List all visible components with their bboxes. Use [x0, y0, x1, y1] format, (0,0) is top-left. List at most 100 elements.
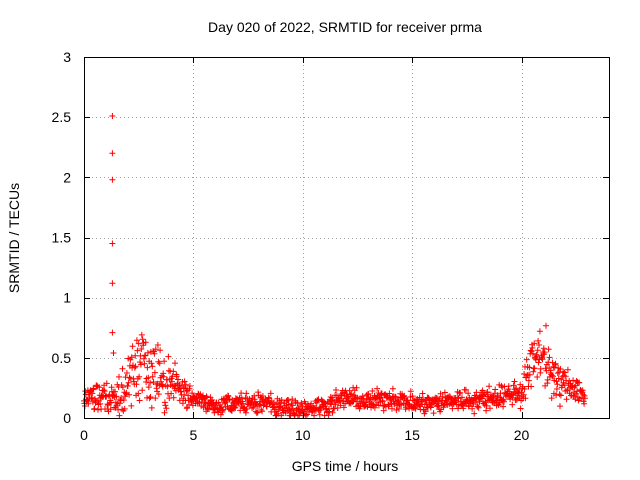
data-point — [137, 361, 144, 368]
data-point — [152, 346, 159, 353]
data-point — [555, 375, 562, 382]
data-point — [128, 402, 135, 409]
data-point — [217, 411, 224, 418]
data-point — [459, 394, 465, 401]
data-point — [175, 376, 182, 383]
data-point — [370, 402, 377, 408]
data-point — [422, 408, 429, 415]
data-point — [124, 383, 131, 389]
data-point — [552, 360, 559, 367]
data-point — [316, 411, 323, 418]
data-point — [139, 387, 146, 394]
data-point — [109, 329, 116, 336]
data-point — [545, 346, 552, 353]
data-point — [523, 356, 530, 363]
data-point — [131, 364, 138, 371]
data-point — [337, 402, 344, 409]
data-point — [161, 358, 168, 365]
data-point — [278, 397, 285, 403]
data-point — [139, 336, 146, 343]
data-point — [543, 322, 549, 329]
data-point — [474, 403, 481, 410]
data-point — [460, 405, 467, 412]
data-point — [386, 390, 393, 397]
data-point — [570, 377, 577, 384]
data-point — [479, 395, 486, 402]
data-point — [541, 349, 548, 356]
data-point — [289, 396, 296, 403]
data-point — [380, 407, 387, 414]
data-point — [138, 346, 145, 352]
data-point — [176, 397, 183, 404]
data-point — [434, 402, 441, 409]
data-point — [170, 394, 177, 401]
data-point — [526, 364, 533, 371]
x-tick-label: 0 — [80, 427, 88, 443]
data-point — [160, 373, 167, 380]
data-point — [419, 390, 426, 397]
data-point — [558, 376, 565, 383]
data-point — [162, 402, 169, 409]
data-point — [116, 373, 122, 380]
data-point — [168, 390, 175, 397]
data-point — [556, 391, 563, 398]
data-point — [146, 395, 153, 402]
data-point — [120, 397, 127, 404]
data-point — [147, 394, 154, 400]
y-tick-label: 1.5 — [52, 230, 72, 246]
data-point — [353, 384, 360, 391]
data-point — [340, 404, 347, 411]
data-point — [359, 393, 366, 400]
data-point — [492, 386, 499, 393]
data-point — [109, 150, 116, 157]
data-point — [107, 406, 114, 413]
data-point — [149, 363, 156, 370]
data-point — [537, 365, 544, 372]
chart-title: Day 020 of 2022, SRMTID for receiver prm… — [208, 19, 482, 35]
data-point — [291, 411, 298, 418]
data-point — [89, 390, 96, 397]
data-point — [132, 363, 139, 370]
data-point — [457, 389, 464, 396]
y-tick-label: 2 — [63, 169, 71, 185]
data-point — [531, 365, 538, 372]
data-point — [473, 399, 479, 406]
data-point — [581, 395, 588, 402]
data-point — [333, 387, 339, 393]
data-point — [134, 347, 141, 354]
data-point — [249, 405, 255, 412]
data-point — [365, 390, 372, 397]
data-point — [487, 405, 493, 412]
data-point — [148, 360, 155, 367]
data-point — [238, 390, 245, 397]
data-point — [528, 383, 535, 390]
data-point — [109, 113, 116, 119]
data-point — [465, 390, 472, 397]
data-point — [97, 400, 104, 407]
data-point — [437, 390, 444, 397]
data-point — [164, 383, 171, 390]
data-point — [326, 408, 333, 415]
data-point — [561, 369, 568, 376]
data-point — [132, 352, 139, 359]
y-tick-label: 3 — [63, 49, 71, 65]
data-point — [430, 410, 437, 417]
data-point — [327, 394, 334, 400]
data-point — [483, 402, 490, 409]
data-point — [529, 350, 536, 357]
y-axis-label: SRMTID / TECUs — [6, 183, 22, 293]
data-point — [389, 405, 395, 412]
data-point — [535, 337, 542, 344]
data-point — [254, 409, 261, 416]
data-point — [123, 370, 130, 376]
data-point — [154, 342, 161, 348]
data-point — [95, 397, 102, 404]
data-point — [263, 403, 270, 410]
data-point — [471, 410, 478, 417]
data-point — [469, 405, 476, 412]
data-point — [522, 395, 529, 402]
data-point — [220, 406, 227, 413]
data-point — [496, 399, 503, 406]
data-point — [476, 398, 483, 405]
data-point — [243, 390, 250, 397]
